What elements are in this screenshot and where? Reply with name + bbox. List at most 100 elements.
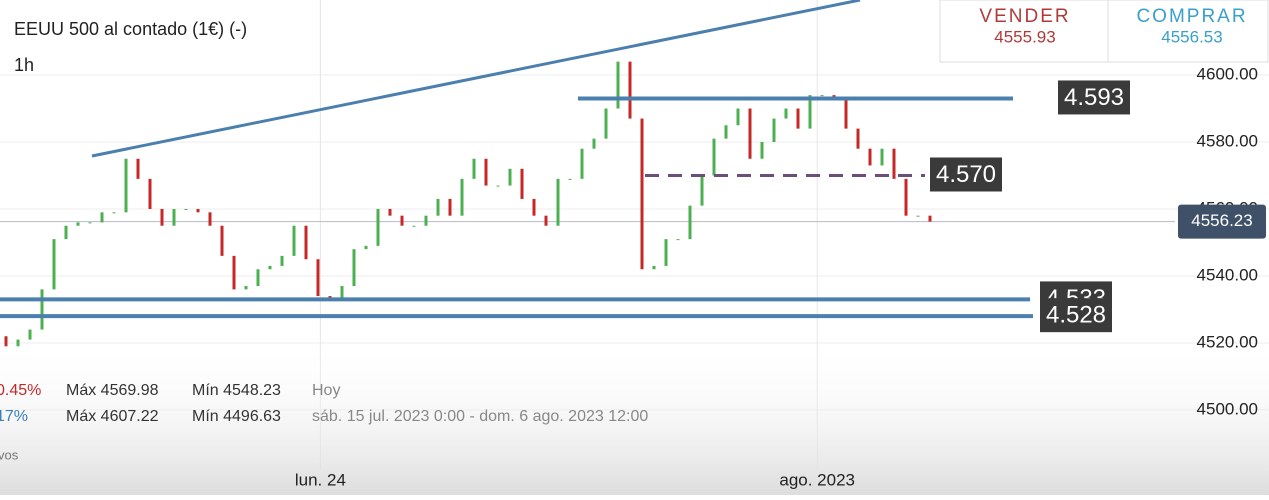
candle-body [160,208,164,226]
sell-price[interactable]: 4555.93 [994,27,1055,46]
candle-body [616,61,620,109]
candle-body [100,212,104,223]
price-box [1178,204,1266,239]
candle-body [520,168,524,199]
stat-text: Mín 4496.63 [192,408,281,425]
stat-text: Máx 4607.22 [66,408,159,425]
candle-body [916,215,920,217]
candle-body [352,249,356,287]
candle-body [424,215,428,226]
candle-body [688,205,692,240]
candle-body [280,255,284,266]
candle-body [436,198,440,216]
candle-body [76,222,80,226]
chart-title: EEUU 500 al contado (1€) (-) [14,19,247,39]
candle-body [592,138,596,149]
candle-body [136,158,140,179]
footer-note: vos [0,447,19,462]
buy-label[interactable]: COMPRAR [1136,6,1247,27]
candle-body [808,95,812,129]
candle-body [568,178,572,180]
candle-body [28,329,32,340]
candle-body [580,148,584,179]
candle-body [364,245,368,250]
candle-body [892,148,896,179]
levels [0,96,1033,319]
candle-body [52,239,56,290]
candle-body [712,138,716,176]
quote-box [939,0,1269,63]
candle-body [700,175,704,206]
candle-body [388,208,392,216]
candle-body [460,178,464,216]
candle-body [532,198,536,216]
candle-body [496,185,500,187]
candle-body [556,178,560,226]
candle-body [232,255,236,290]
candle-body [736,108,740,126]
stat-text: Mín 4548.23 [192,382,281,399]
candle-body [484,158,488,186]
level-tag [1058,80,1130,115]
candle-body [880,148,884,166]
candle-body [448,198,452,216]
buy-price[interactable]: 4556.53 [1161,27,1222,46]
overlay: 4500.004520.004540.004560.004580.004600.… [0,65,1266,489]
candle-body [40,289,44,330]
trend-line [91,0,861,158]
candle-body [148,178,152,209]
candle-body [724,125,728,139]
candle-body [544,215,548,226]
candle-body [844,98,848,129]
candle-body [928,215,932,222]
candle-body [376,208,380,246]
level-tag [930,157,1002,192]
candle-body [772,118,776,143]
candle-body [652,265,656,270]
y-tick-label: 4600.00 [1197,65,1258,84]
candle-body [304,225,308,260]
candle-body [340,286,344,300]
candle-body [244,286,248,290]
candle-body [316,259,320,297]
level-tag [1040,298,1112,333]
y-tick-label: 4500.00 [1197,399,1258,418]
candle-body [172,208,176,226]
candle-body [220,225,224,256]
candle-body [640,118,644,270]
timeframe: 1h [14,55,34,75]
candle-body [196,208,200,213]
candle-body [208,212,212,226]
candle-body [472,158,476,179]
candle-body [604,108,608,139]
bottom-shade [0,340,1269,495]
candle-body [508,168,512,186]
candles [4,61,932,347]
level-label: 4.570 [936,161,996,188]
stat-text: 17% [0,408,28,425]
candle-body [784,108,788,119]
candle-body [184,208,188,210]
candle-body [904,178,908,216]
x-tick-label: ago. 2023 [779,470,855,489]
candle-body [64,225,68,240]
candle-body [868,148,872,166]
sell-label[interactable]: VENDER [979,6,1070,27]
candle-body [112,212,116,214]
candle-body [760,142,764,159]
candle-body [748,108,752,159]
candle-body [412,225,416,227]
candle-body [820,95,824,97]
stat-text: 0.45% [0,382,41,399]
x-tick-label: lun. 24 [295,470,346,489]
candle-body [856,128,860,149]
y-tick-label: 4580.00 [1197,131,1258,150]
candle-body [256,269,260,287]
stat-text: Hoy [312,382,340,399]
candle-body [88,222,92,224]
candle-body [124,158,128,213]
candle-body [628,61,632,119]
stat-text: Máx 4569.98 [66,382,159,399]
candle-body [292,225,296,256]
